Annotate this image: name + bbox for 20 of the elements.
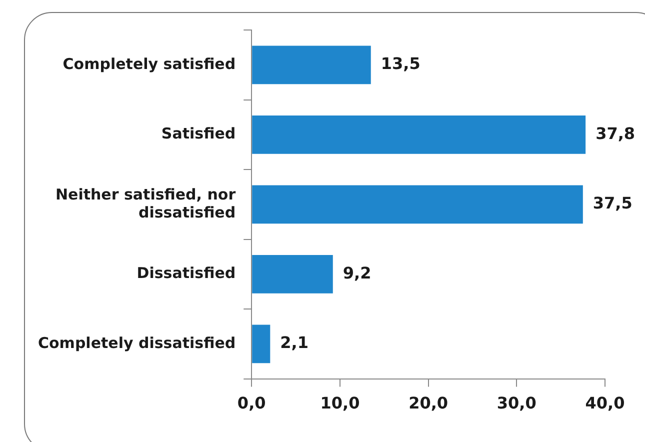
x-tick-label: 10,0 xyxy=(320,394,360,413)
data-label: 9,2 xyxy=(342,263,372,282)
bar xyxy=(252,115,586,154)
x-tick-label: 20,0 xyxy=(408,394,448,413)
bar xyxy=(252,324,270,364)
data-label: 2,1 xyxy=(280,333,309,352)
x-tick-label: 0,0 xyxy=(237,394,266,413)
bar xyxy=(252,254,333,294)
y-tick-label: Dissatisfied xyxy=(136,264,236,282)
data-label: 37,8 xyxy=(596,124,636,143)
x-tick-label: 30,0 xyxy=(496,394,536,413)
y-tick-label: Completely dissatisfied xyxy=(38,334,236,352)
bar xyxy=(252,185,583,224)
data-label: 37,5 xyxy=(592,194,632,213)
bar xyxy=(252,46,371,84)
y-tick-label: Neither satisfied, nor dissatisfied xyxy=(55,185,236,222)
data-label: 13,5 xyxy=(380,54,420,74)
y-tick-label: Completely satisfied xyxy=(62,54,236,73)
y-tick-label: Satisfied xyxy=(161,124,236,143)
x-tick-label: 40,0 xyxy=(585,394,625,413)
